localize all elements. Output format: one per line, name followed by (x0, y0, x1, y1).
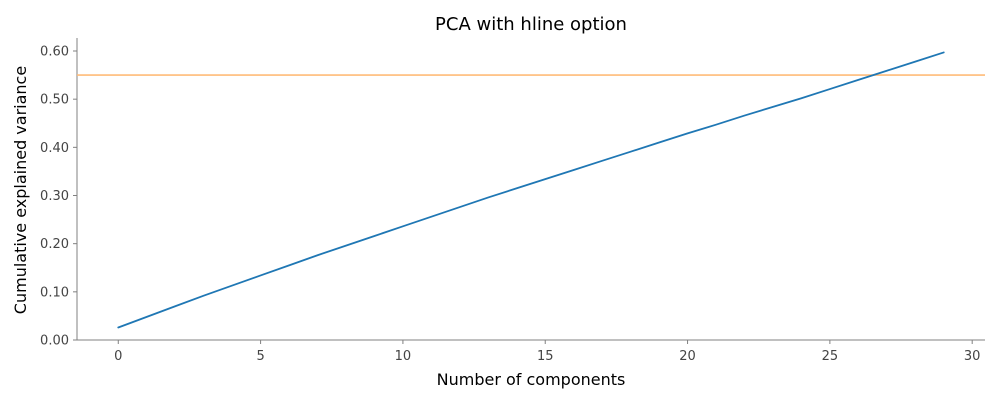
x-tick-label: 5 (256, 349, 264, 364)
y-tick-label: 0.50 (40, 93, 69, 108)
y-tick-label: 0.20 (40, 237, 69, 252)
y-tick-label: 0.10 (40, 285, 69, 300)
x-tick-label: 10 (395, 349, 412, 364)
x-tick-label: 25 (822, 349, 839, 364)
x-tick-label: 0 (114, 349, 122, 364)
x-tick-label: 15 (537, 349, 554, 364)
y-tick-label: 0.40 (40, 141, 69, 156)
x-axis-label: Number of components (437, 370, 626, 389)
y-axis-label: Cumulative explained variance (11, 66, 30, 314)
plot-area: 0.00 0.10 0.20 0.30 0.40 0.50 0.60 0 5 10 15 20 25 30 (40, 38, 985, 364)
y-tick-label: 0.00 (40, 334, 69, 349)
x-tick-label: 20 (679, 349, 696, 364)
chart-title: PCA with hline option (435, 14, 627, 35)
series-line (117, 51, 945, 329)
x-tick-label: 30 (964, 349, 981, 364)
y-tick-label: 0.30 (40, 189, 69, 204)
y-tick-label: 0.60 (40, 45, 69, 60)
